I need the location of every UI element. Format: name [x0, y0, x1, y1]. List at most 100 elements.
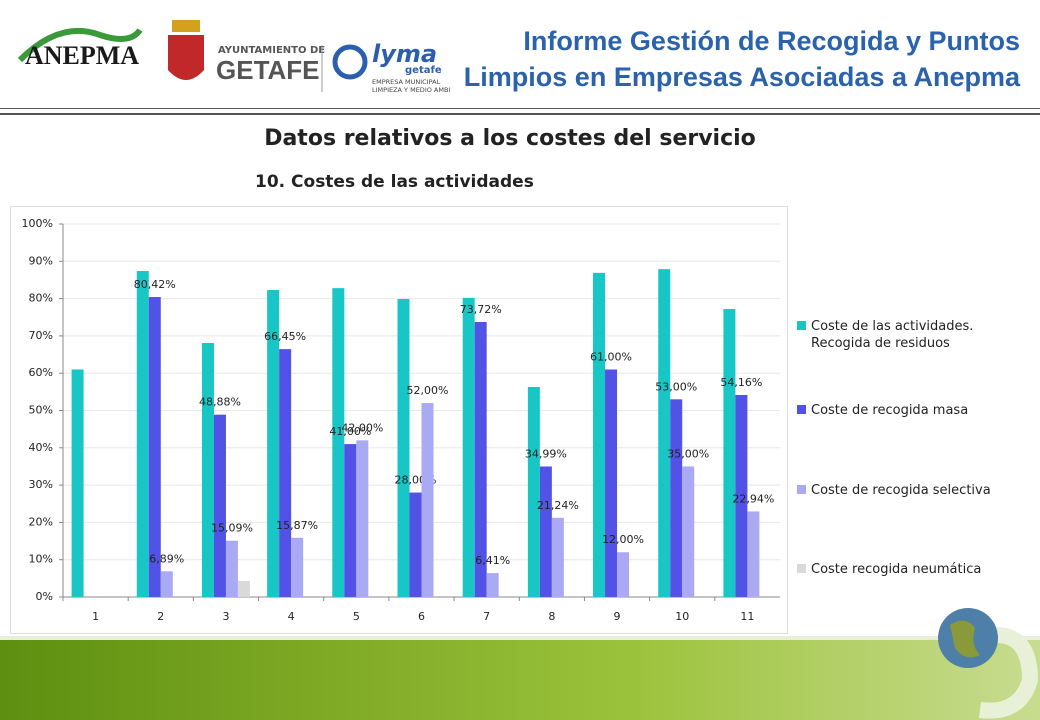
bar [462, 297, 475, 597]
rule [0, 108, 1040, 109]
legend-swatch [797, 564, 806, 573]
data-label: 15,09% [211, 522, 253, 535]
legend-entry: Coste de las actividades. Recogida de re… [797, 318, 1032, 352]
logo-arrow [967, 627, 1039, 719]
bar [71, 369, 84, 597]
y-tick-label: 50% [29, 404, 53, 417]
bar [527, 387, 540, 597]
logo-crown [172, 20, 200, 32]
bar [356, 440, 369, 597]
logo-ayto: AYUNTAMIENTO DE [218, 45, 325, 56]
logo-swoosh [17, 27, 143, 63]
logo-getafe: GETAFE [216, 55, 320, 85]
logo-lyma: lyma [372, 40, 437, 68]
y-tick-label: 0% [36, 590, 53, 603]
bar [551, 517, 564, 597]
bar [332, 288, 345, 597]
logo-shield [168, 35, 204, 80]
bar [136, 270, 149, 597]
bar [225, 540, 238, 597]
legend-swatch [797, 405, 806, 414]
logos: ANEPMA AYUNTAMIENTO DE GETAFE lyma getaf… [17, 20, 450, 94]
bar [421, 403, 434, 597]
bar [605, 369, 618, 597]
legend-swatch [797, 485, 806, 494]
header-title: Informe Gestión de Recogida y Puntos [523, 26, 1020, 56]
x-tick-label: 5 [353, 610, 360, 623]
globe-land [950, 620, 980, 658]
bar [735, 394, 748, 597]
y-tick-label: 70% [29, 329, 53, 342]
bar [539, 466, 552, 597]
chart-title: Datos relativos a los costes del servici… [264, 126, 756, 151]
logo-lyma-sub: getafe [405, 65, 442, 76]
y-tick-label: 80% [29, 292, 53, 305]
data-label: 66,45% [264, 330, 306, 343]
bar [723, 309, 736, 597]
legend-entry: Coste recogida neumática [797, 561, 1032, 578]
bar [160, 571, 173, 597]
logo-anepma: ANEPMA [25, 41, 139, 70]
bar [344, 444, 357, 597]
y-tick-label: 40% [29, 441, 53, 454]
x-tick-label: 8 [548, 610, 555, 623]
x-tick-label: 4 [288, 610, 295, 623]
bar [474, 322, 487, 597]
legend-label: Coste de las actividades. Recogida de re… [811, 319, 974, 351]
data-label: 80,42% [134, 278, 176, 291]
data-label: 6,89% [149, 552, 184, 565]
data-label: 53,00% [655, 380, 697, 393]
x-tick-label: 10 [675, 610, 689, 623]
bar [201, 342, 214, 597]
x-tick-label: 2 [157, 610, 164, 623]
data-label: 42,00% [341, 421, 383, 434]
bar [148, 297, 161, 597]
globe-logo [938, 608, 1039, 719]
bar [682, 466, 695, 597]
legend-label: Coste de recogida selectiva [811, 483, 991, 498]
x-tick-label: 11 [740, 610, 754, 623]
x-tick-label: 1 [92, 610, 99, 623]
bar [670, 399, 683, 597]
data-label: 35,00% [667, 447, 709, 460]
data-label: 52,00% [407, 384, 449, 397]
data-label: 54,16% [720, 376, 762, 389]
x-tick-label: 3 [222, 610, 229, 623]
rule [0, 113, 1040, 115]
logo-lyma-line: EMPRESA MUNICIPAL [372, 78, 441, 86]
bar [397, 298, 410, 597]
bar [279, 349, 292, 597]
bar [658, 269, 671, 597]
data-label: 73,72% [460, 303, 502, 316]
legend-entry: Coste de recogida masa [797, 402, 1032, 419]
x-tick-label: 7 [483, 610, 490, 623]
y-tick-label: 60% [29, 366, 53, 379]
footer-band [0, 640, 1040, 720]
logo-lyma-circle [332, 44, 368, 80]
bar [291, 537, 304, 597]
data-label: 6,41% [475, 554, 510, 567]
data-label: 21,24% [537, 499, 579, 512]
chart-frame [10, 206, 788, 634]
y-tick-label: 90% [29, 254, 53, 267]
bar [593, 272, 606, 597]
data-label: 48,88% [199, 396, 241, 409]
bar [486, 573, 499, 597]
logo-lyma-line: LIMPIEZA Y MEDIO AMBIENTE [372, 86, 450, 94]
data-label: 61,00% [590, 350, 632, 363]
y-tick-label: 20% [29, 515, 53, 528]
data-label: 15,87% [276, 519, 318, 532]
bar [617, 552, 630, 597]
y-tick-label: 30% [29, 478, 53, 491]
x-tick-label: 6 [418, 610, 425, 623]
header-title: Limpios en Empresas Asociadas a Anepma [463, 62, 1020, 92]
bar [747, 511, 760, 597]
data-label: 34,99% [525, 447, 567, 460]
legend-swatch [797, 321, 806, 330]
bar [213, 414, 226, 597]
chart: 0% 10% 20% 30% 40% 50% 60% 70% 80% 90% 100% 1 2 80,42… [22, 217, 780, 623]
bar [237, 580, 250, 597]
chart-subtitle: 10. Costes de las actividades [255, 172, 534, 192]
bar [267, 290, 280, 597]
